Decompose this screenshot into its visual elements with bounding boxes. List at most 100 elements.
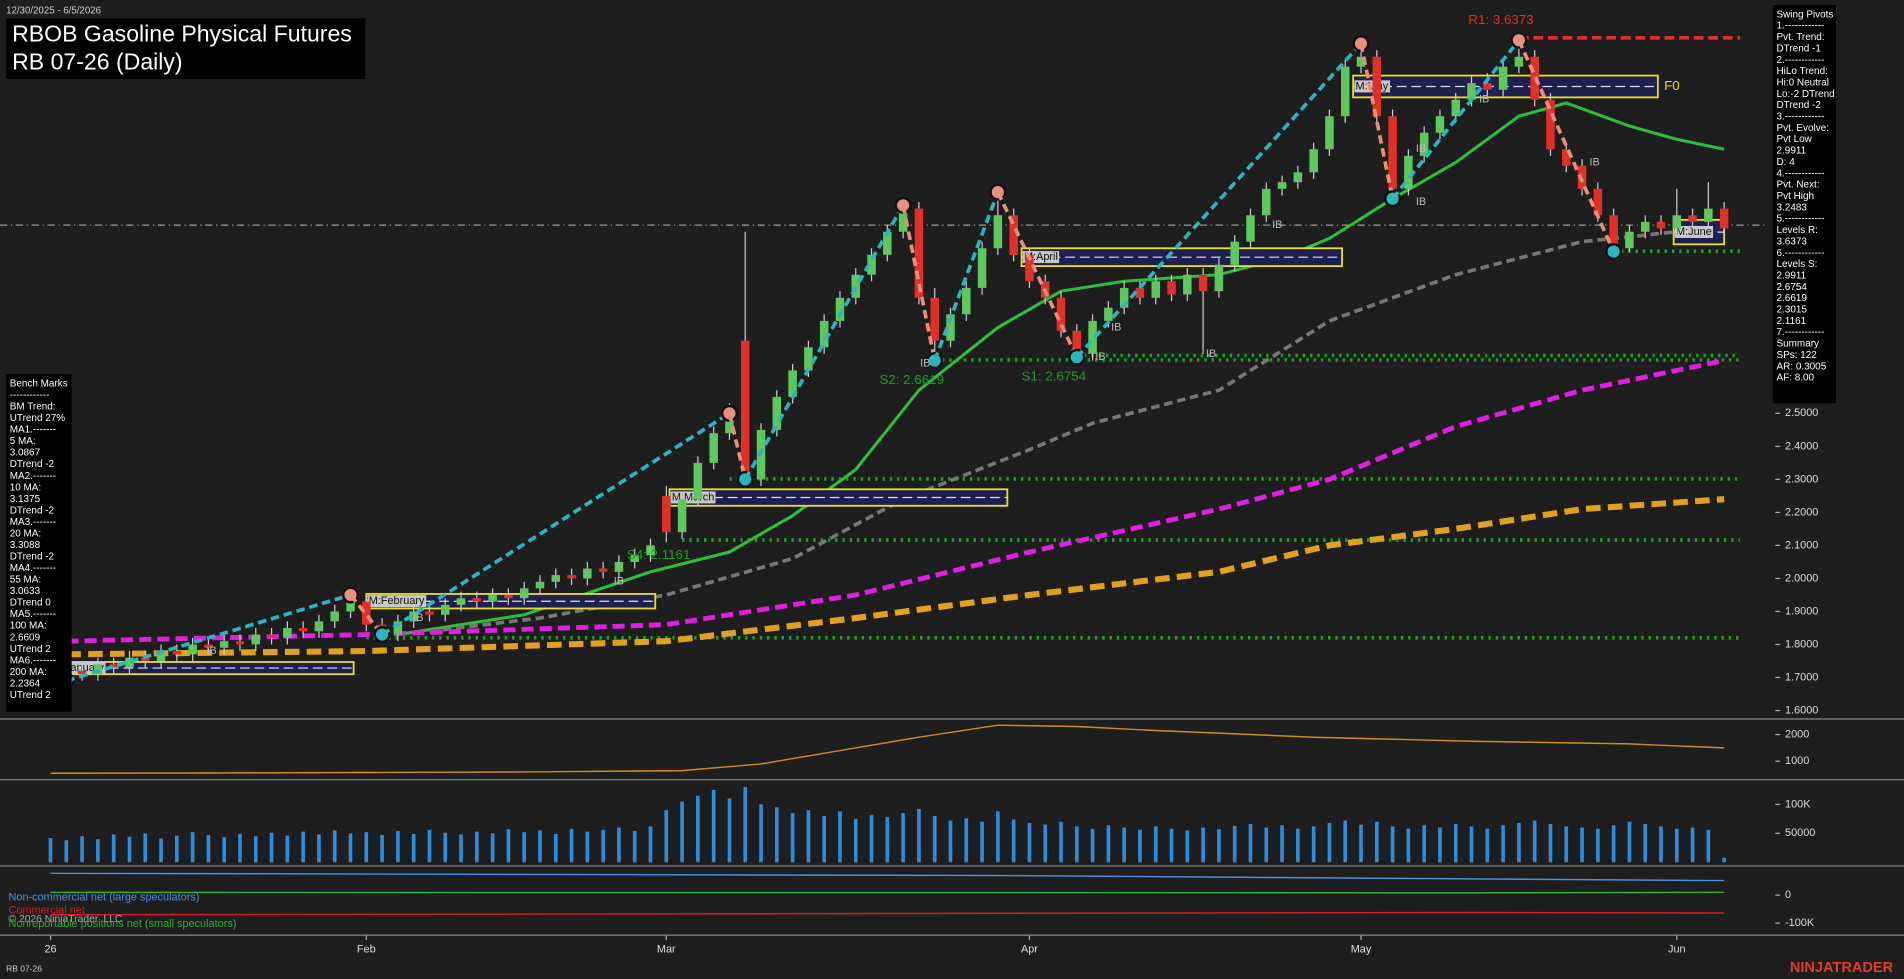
y-tick-label: 2.2000 [1785, 506, 1818, 518]
volume-bar [411, 833, 416, 863]
bench-mark-line: 10 MA: [10, 482, 41, 493]
volume-bar [64, 840, 69, 863]
candle-body [1562, 149, 1571, 166]
y-tick-label: 0 [1785, 889, 1791, 901]
candle-body [1419, 132, 1429, 156]
x-tick-label: Feb [357, 944, 376, 956]
volume-bar [822, 815, 827, 863]
volume-bar [348, 833, 353, 863]
candle-body [219, 641, 229, 648]
candle-body [535, 581, 545, 589]
volume-bar [490, 833, 495, 863]
swing-pivot-line: 5.------------ [1777, 214, 1825, 225]
volume-bar [932, 815, 937, 863]
volume-bar [459, 834, 463, 863]
candle-body [646, 545, 655, 556]
volume-bar [885, 817, 890, 863]
month-label-bg [1354, 80, 1391, 93]
candle-body [1640, 221, 1650, 232]
bench-mark-line: MA4.------- [10, 563, 56, 574]
swing-line [65, 593, 352, 683]
candle-body [962, 287, 971, 315]
candle-body [709, 433, 718, 463]
volume-bar [1564, 826, 1569, 863]
candle-body [1467, 83, 1476, 100]
candle-body [204, 644, 213, 648]
candle-body [346, 601, 355, 612]
volume-bar [1517, 822, 1521, 863]
volume-bar [1122, 827, 1126, 863]
swing-pivot-line: 3.2483 [1777, 202, 1808, 213]
volume-bar [475, 831, 479, 863]
bench-mark-line: 3.1375 [10, 494, 41, 505]
volume-bar [617, 827, 621, 863]
volume-bar [111, 834, 116, 863]
candle-body [772, 396, 782, 430]
candle-body [1262, 188, 1271, 216]
bench-box [6, 374, 72, 712]
brand: NINJATRADER [1790, 960, 1894, 976]
bench-mark-line: DTrend -2 [10, 459, 55, 470]
volume-bar [1280, 825, 1284, 863]
candle-body [740, 340, 750, 480]
candle-body [488, 594, 497, 602]
swing-pivot-line: Pvt High [1777, 191, 1815, 202]
candle-body [440, 604, 450, 615]
ib-label: IB [920, 358, 930, 370]
pivot-box [1772, 5, 1836, 404]
swing-pivot-line: Pvt Low [1777, 134, 1813, 145]
month-label-bg [1674, 225, 1714, 238]
candle-body [1277, 182, 1287, 189]
x-tick-label: 26 [44, 944, 56, 956]
volume-bar [1264, 827, 1269, 863]
volume-bar [1201, 827, 1205, 863]
volume-bar [269, 832, 274, 863]
volume-bar [1422, 825, 1426, 863]
swing-pivot-line: 6.------------ [1777, 248, 1825, 259]
moving-average [66, 358, 1725, 644]
bench-mark-line: UTrend 27% [10, 413, 66, 424]
bench-mark-line: 2.2364 [10, 678, 41, 689]
swing-pivot-line: 3.------------ [1777, 112, 1825, 123]
candle-body [1025, 254, 1034, 282]
volume-bar [1217, 829, 1221, 863]
candle-body [1704, 208, 1713, 222]
bench-mark-line: MA5.------- [10, 609, 56, 620]
swing-pivot-line: HiLo Trend: [1777, 66, 1828, 77]
candle-body [1293, 172, 1303, 183]
panel-line [50, 872, 1725, 882]
volume-bar [48, 837, 53, 863]
candle-body [725, 413, 734, 434]
volume-bar [190, 832, 195, 863]
swing-pivot-line: 2.9911 [1777, 270, 1807, 281]
volume-bar [632, 831, 637, 863]
candle-body [614, 561, 624, 572]
candle-body [1483, 83, 1492, 90]
candle-body [330, 611, 339, 622]
volume-bar [96, 839, 100, 863]
volume-bar [1627, 821, 1632, 863]
candle-body [551, 575, 561, 582]
y-tick-label: 1.9000 [1785, 605, 1818, 617]
candle-body [1230, 241, 1239, 265]
bench-mark-line: MA3.------- [10, 517, 56, 528]
chart-title: RBOB Gasoline Physical Futures [12, 20, 352, 46]
volume-bar [790, 813, 795, 863]
candle-body [1340, 66, 1350, 117]
bench-mark-line: 100 MA: [10, 621, 47, 632]
volume-bar [364, 832, 369, 863]
swing-pivot-line: 3.6373 [1777, 236, 1808, 247]
candle-body [819, 320, 829, 348]
y-tick-label: 2.3000 [1785, 473, 1818, 485]
candle-body [804, 347, 813, 371]
candle-body [77, 670, 87, 675]
volume-bar [743, 787, 748, 863]
swing-pivot-line: 2.------------ [1777, 55, 1825, 66]
swing-pivot-line: Hi:0 Neutral [1777, 77, 1829, 88]
candle-body [1719, 208, 1729, 229]
candle-body [977, 248, 987, 288]
bench-mark-line: 3.0633 [10, 586, 41, 597]
candle-body [1246, 215, 1255, 242]
volume-bar [253, 836, 258, 863]
volume-bar [1548, 824, 1553, 863]
